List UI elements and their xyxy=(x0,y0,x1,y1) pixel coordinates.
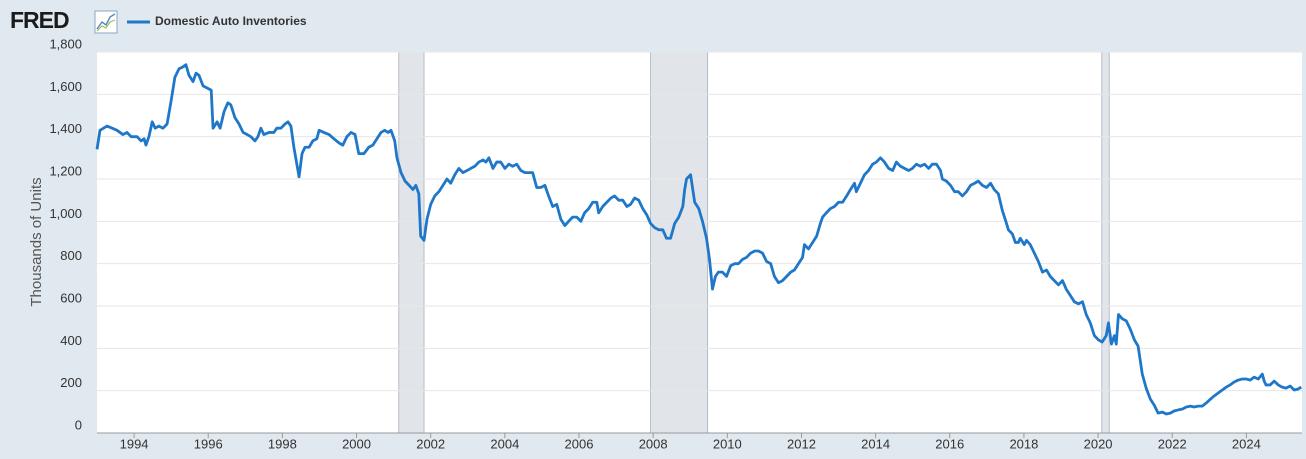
x-tick-label: 2008 xyxy=(639,436,668,451)
x-tick-label: 1996 xyxy=(194,436,223,451)
y-tick-label: 600 xyxy=(60,290,82,305)
y-tick-label: 0 xyxy=(75,417,82,432)
y-tick-label: 200 xyxy=(60,375,82,390)
series-line xyxy=(95,63,1303,416)
y-tick-label: 1,400 xyxy=(49,121,82,136)
y-axis-title: Thousands of Units xyxy=(28,177,45,306)
x-tick-label: 2012 xyxy=(787,436,816,451)
logo-icon xyxy=(94,10,118,34)
x-tick-label: 2002 xyxy=(416,436,445,451)
x-tick-label: 2014 xyxy=(861,436,890,451)
y-tick-label: 800 xyxy=(60,248,82,263)
y-tick-label: 1,600 xyxy=(49,79,82,94)
x-tick-label: 2020 xyxy=(1084,436,1113,451)
x-tick-label: 2024 xyxy=(1232,436,1261,451)
x-tick-label: 1994 xyxy=(120,436,149,451)
legend-label: Domestic Auto Inventories xyxy=(155,14,307,28)
recession-band xyxy=(650,51,709,434)
recession-band xyxy=(398,51,425,434)
x-tick-label: 2006 xyxy=(565,436,594,451)
x-tick-label: 2010 xyxy=(713,436,742,451)
y-tick-label: 1,000 xyxy=(49,206,82,221)
x-tick-label: 2022 xyxy=(1158,436,1187,451)
y-tick-label: 1,200 xyxy=(49,163,82,178)
logo: FRED xyxy=(10,7,69,33)
x-tick-label: 2004 xyxy=(490,436,519,451)
x-tick-label: 2000 xyxy=(342,436,371,451)
y-tick-label: 400 xyxy=(60,333,82,348)
x-tick-label: 1998 xyxy=(268,436,297,451)
x-tick-label: 2018 xyxy=(1009,436,1038,451)
x-tick-label: 2016 xyxy=(935,436,964,451)
recession-band xyxy=(1101,51,1110,434)
y-tick-label: 1,800 xyxy=(49,36,82,51)
